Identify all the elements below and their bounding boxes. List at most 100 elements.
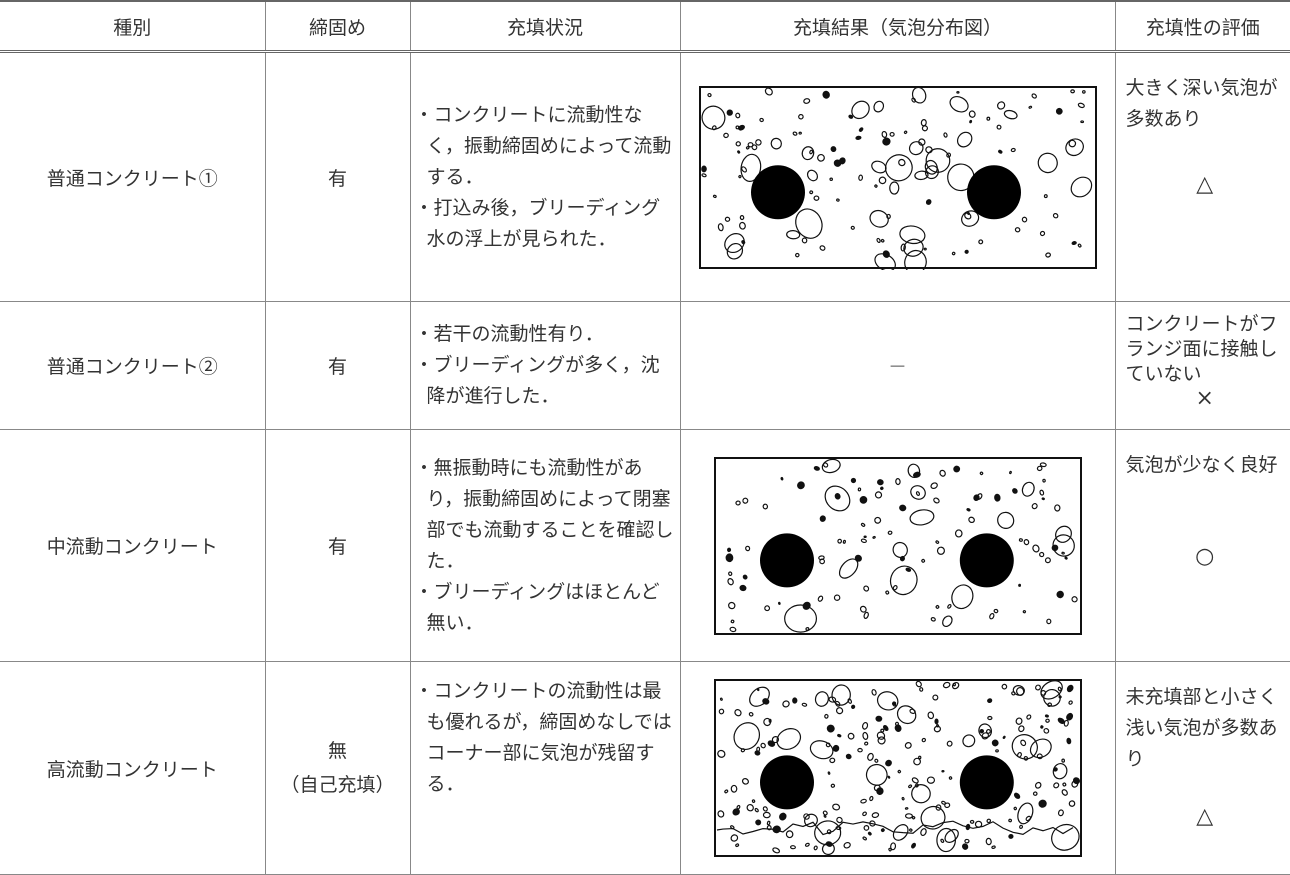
bubble — [1058, 695, 1062, 699]
bubble — [726, 577, 734, 585]
bubble — [716, 810, 724, 818]
bubble — [908, 828, 913, 832]
bubble — [884, 759, 892, 767]
bubble — [771, 847, 780, 854]
bubble — [985, 837, 992, 846]
bubble — [789, 845, 796, 850]
bubble — [866, 752, 874, 761]
bubble — [876, 478, 884, 485]
bubble — [826, 724, 835, 733]
evaluation-cell: コンクリートがフランジ面に接触していない × — [1114, 301, 1290, 430]
evaluation-cell: 大きく深い気泡が多数あり △ — [1114, 51, 1290, 302]
bubble — [831, 803, 840, 811]
bubble — [865, 763, 888, 786]
bubble — [739, 153, 761, 182]
bubble — [913, 170, 929, 180]
bubble — [826, 829, 831, 835]
bubble — [821, 458, 841, 473]
type-cell: 高流動コンクリート — [0, 661, 266, 875]
bubble — [861, 836, 867, 841]
status: ・コンクリートに流動性なく，振動締固めによって流動する． — [414, 103, 672, 188]
bubble — [830, 145, 836, 152]
bubble — [838, 156, 846, 164]
bubble — [873, 784, 881, 792]
bubble — [781, 700, 790, 708]
bubble — [1027, 105, 1032, 109]
bubble — [767, 740, 775, 747]
bubble — [1061, 782, 1066, 787]
bubble — [1069, 88, 1075, 93]
bubble — [1042, 688, 1061, 707]
bubble — [726, 108, 733, 116]
bubble — [792, 130, 797, 136]
bubble — [867, 831, 872, 836]
bubble — [874, 490, 882, 499]
evaluation: コンクリートがフランジ面に接触していない — [1125, 313, 1278, 385]
bubble — [726, 242, 743, 260]
bubble — [828, 177, 833, 181]
bubble — [903, 249, 927, 270]
bubble — [740, 165, 747, 173]
bubble — [734, 499, 741, 506]
bubble — [1044, 714, 1049, 718]
bubble — [791, 697, 797, 704]
bubble — [797, 131, 802, 135]
row: 高流動コンクリート 無 （自己充填） ・コンクリートの流動性は最も優れるが，締固め… — [0, 661, 1290, 875]
bubble — [985, 728, 991, 734]
rating: △ — [1196, 172, 1214, 197]
rebar — [959, 532, 1014, 587]
compaction: 有 — [327, 167, 347, 190]
bubble — [920, 805, 946, 830]
bubble — [951, 251, 955, 255]
bubble — [804, 842, 810, 847]
bubble — [924, 164, 939, 179]
bubble — [740, 239, 745, 244]
bubble — [873, 516, 881, 524]
bubble — [817, 554, 825, 560]
bubble — [881, 137, 891, 146]
bubble — [960, 209, 979, 227]
bubble — [935, 604, 939, 609]
bubble — [802, 601, 811, 610]
bubble — [898, 504, 906, 511]
bubble — [745, 145, 750, 149]
bubble — [996, 511, 1014, 529]
bubble — [1044, 251, 1051, 258]
compaction-cell: 有 — [264, 429, 411, 662]
compaction: （自己充填） — [280, 774, 395, 796]
bubble — [700, 165, 707, 172]
bubble — [834, 492, 841, 500]
bubble — [846, 698, 852, 704]
bubble — [801, 702, 807, 707]
bubble — [934, 539, 939, 544]
bubble — [897, 158, 906, 166]
bubble — [1007, 833, 1014, 839]
bubble — [734, 112, 740, 118]
rating: ○ — [1195, 544, 1215, 569]
bubble — [830, 783, 835, 788]
bubble — [808, 149, 813, 154]
bubble — [836, 538, 842, 544]
bubble — [979, 728, 984, 734]
bubble — [739, 214, 744, 220]
bubble — [1021, 216, 1027, 222]
bubble — [907, 784, 912, 789]
bubble — [935, 827, 956, 853]
bubble — [732, 722, 760, 750]
bubble — [802, 97, 810, 104]
bubble — [910, 842, 916, 849]
bubble — [894, 477, 901, 485]
bubble — [727, 601, 735, 609]
bubble — [1054, 525, 1072, 543]
bubble — [1023, 538, 1029, 545]
bubble — [1002, 735, 1006, 739]
bubble — [1037, 799, 1047, 808]
bubble — [991, 739, 999, 747]
bubble — [778, 812, 787, 821]
bubble — [1060, 758, 1065, 763]
bubble — [719, 697, 723, 701]
bubble — [819, 514, 826, 522]
bubble — [1041, 496, 1045, 500]
compaction: 有 — [327, 536, 347, 558]
